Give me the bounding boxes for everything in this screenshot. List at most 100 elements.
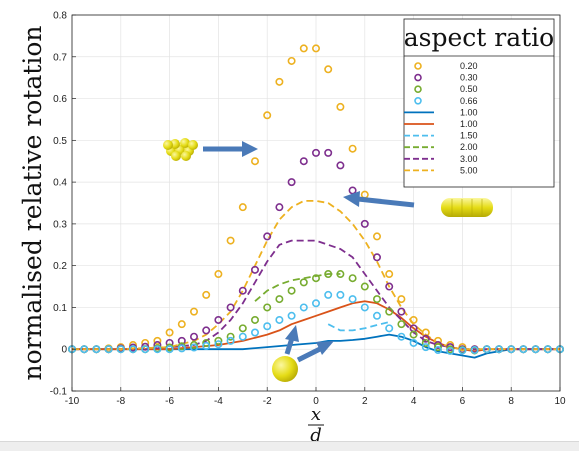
- data-point: [446, 346, 455, 355]
- legend-entry: 0.50: [414, 84, 478, 94]
- data-point: [409, 315, 418, 324]
- y-tick-label: 0.2: [53, 261, 67, 272]
- y-tick-label: 0.3: [53, 219, 67, 230]
- legend-label: 0.30: [460, 73, 478, 83]
- data-point: [226, 303, 235, 312]
- legend-entry: 3.00: [404, 154, 478, 164]
- data-point: [263, 111, 272, 120]
- data-point: [287, 178, 296, 187]
- data-point: [324, 148, 333, 157]
- data-point: [251, 315, 260, 324]
- series-1-50-dashed: [327, 321, 390, 332]
- data-point: [507, 345, 516, 354]
- data-point: [238, 203, 247, 212]
- data-point: [190, 341, 199, 350]
- legend-title: aspect ratio: [404, 23, 554, 52]
- data-point: [372, 295, 381, 304]
- data-point: [311, 274, 320, 283]
- data-point: [141, 342, 150, 351]
- window-bottom-edge: [0, 441, 579, 451]
- legend-entry: 1.00: [404, 119, 478, 129]
- cluster-particle-icon: [163, 138, 198, 161]
- legend-label: 5.00: [460, 165, 478, 175]
- data-point: [263, 232, 272, 241]
- arrow-icon: [284, 325, 299, 355]
- data-point: [263, 303, 272, 312]
- data-point: [311, 299, 320, 308]
- data-point: [385, 324, 394, 333]
- x-tick-label: -4: [214, 396, 223, 407]
- y-tick-label: 0.4: [53, 178, 67, 189]
- data-point: [275, 77, 284, 86]
- data-point: [80, 345, 89, 354]
- x-tick-label: 10: [554, 396, 566, 407]
- data-point: [202, 326, 211, 335]
- data-point: [360, 303, 369, 312]
- data-point: [372, 253, 381, 262]
- data-point: [287, 311, 296, 320]
- data-point: [202, 341, 211, 350]
- legend-label: 1.00: [460, 107, 478, 117]
- data-point: [458, 346, 467, 355]
- data-point: [275, 315, 284, 324]
- x-tick-label: 0: [313, 396, 319, 407]
- data-point: [372, 232, 381, 241]
- legend-entry: 0.20: [414, 61, 478, 71]
- series-0-66-circles: [68, 290, 564, 355]
- data-point: [531, 345, 540, 354]
- legend-box: [403, 18, 555, 188]
- x-tick-label: 2: [362, 396, 368, 407]
- legend-entry: 0.66: [414, 96, 478, 106]
- data-point: [202, 290, 211, 299]
- data-point: [141, 345, 150, 354]
- legend-label: 0.66: [460, 96, 478, 106]
- data-point: [165, 328, 174, 337]
- data-point: [287, 56, 296, 65]
- data-point: [287, 286, 296, 295]
- data-point: [226, 332, 235, 341]
- y-tick-label: 0: [61, 345, 67, 356]
- y-tick-label: 0.6: [53, 94, 67, 105]
- legend-entry: 2.00: [404, 142, 478, 152]
- data-series: [68, 44, 564, 359]
- series-3-00-dashed: [72, 239, 560, 351]
- x-tick-label: -8: [116, 396, 125, 407]
- y-tick-label: 0.1: [53, 303, 67, 314]
- data-point: [214, 270, 223, 279]
- x-tick-label: -6: [165, 396, 174, 407]
- y-tick-labels: -0.1 0 0.1 0.2 0.3 0.4 0.5 0.6 0.7 0.8: [50, 11, 76, 398]
- data-point: [385, 282, 394, 291]
- data-point: [299, 278, 308, 287]
- data-point: [275, 203, 284, 212]
- data-point: [214, 315, 223, 324]
- data-point: [226, 336, 235, 345]
- legend-label: 0.20: [460, 61, 478, 71]
- data-point: [92, 345, 101, 354]
- data-point: [397, 320, 406, 329]
- data-point: [275, 295, 284, 304]
- legend-entry: 0.30: [414, 73, 478, 83]
- legend-entry: 1.00: [404, 107, 478, 117]
- data-point: [336, 161, 345, 170]
- x-tick-label: -10: [65, 396, 80, 407]
- data-point: [433, 346, 442, 355]
- data-point: [299, 303, 308, 312]
- data-point: [348, 295, 357, 304]
- data-point: [421, 343, 430, 352]
- legend-marker: [414, 62, 422, 70]
- sphere-particle-icon: [272, 356, 298, 382]
- data-point: [360, 282, 369, 291]
- data-point: [190, 307, 199, 316]
- series-line: [254, 273, 341, 302]
- data-point: [543, 345, 552, 354]
- series-line: [327, 321, 390, 332]
- data-point: [177, 320, 186, 329]
- data-point: [336, 270, 345, 279]
- data-point: [336, 290, 345, 299]
- x-axis-title: x d: [308, 404, 324, 446]
- data-point: [324, 270, 333, 279]
- data-point: [409, 338, 418, 347]
- data-point: [372, 311, 381, 320]
- legend-label: 2.00: [460, 142, 478, 152]
- data-point: [238, 332, 247, 341]
